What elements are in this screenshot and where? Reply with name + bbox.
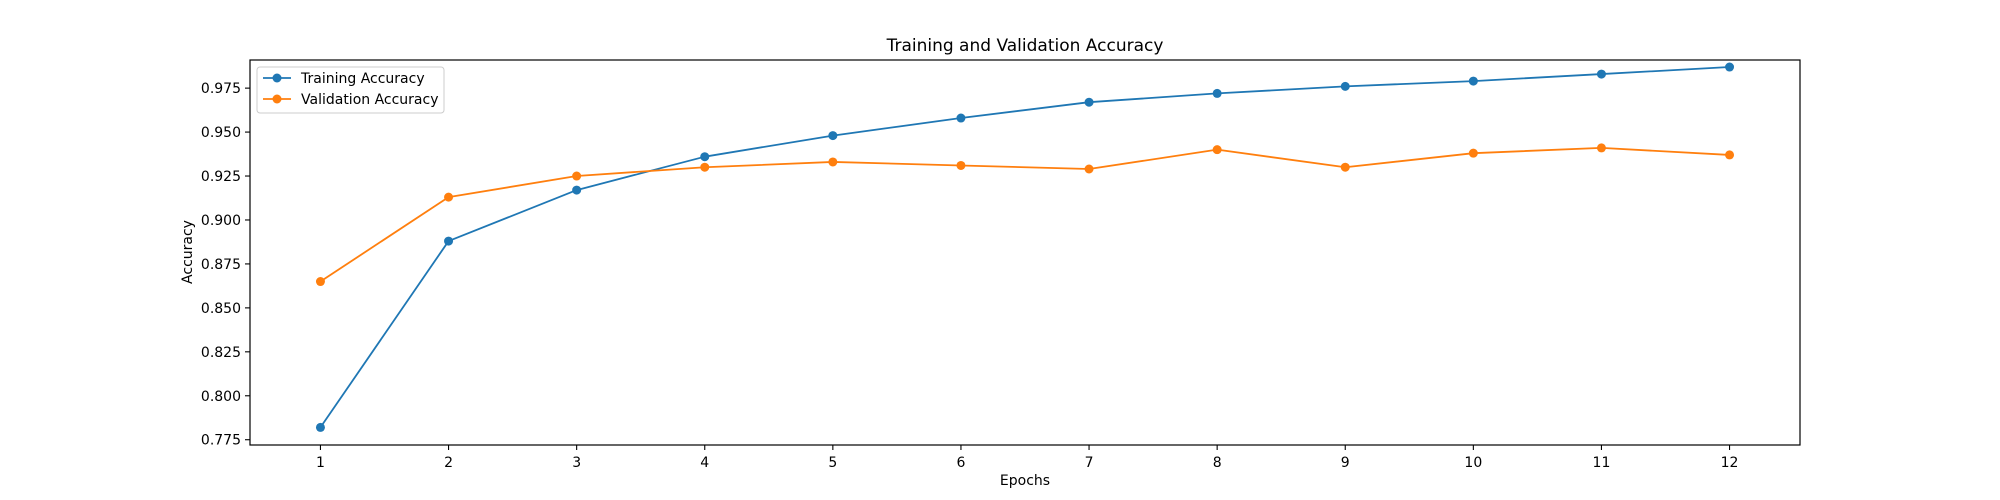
y-tick-label: 0.775 — [201, 433, 241, 449]
x-tick-label: 4 — [700, 455, 709, 471]
data-point — [1725, 150, 1735, 160]
y-tick-label: 0.800 — [201, 389, 241, 405]
y-tick-label: 0.975 — [201, 81, 241, 97]
y-tick-label: 0.900 — [201, 213, 241, 229]
data-point — [956, 160, 966, 170]
x-tick-label: 12 — [1721, 455, 1739, 471]
data-point — [572, 185, 582, 195]
data-point — [1084, 97, 1094, 107]
x-tick-label: 7 — [1085, 455, 1094, 471]
data-point — [1212, 145, 1222, 155]
data-point — [1340, 162, 1350, 172]
data-point — [956, 113, 966, 123]
data-point — [1340, 81, 1350, 91]
legend-label: Validation Accuracy — [301, 92, 439, 108]
data-point — [1084, 164, 1094, 174]
x-tick-label: 11 — [1593, 455, 1611, 471]
series-line — [319, 146, 1730, 283]
data-point — [828, 131, 838, 141]
legend-box — [256, 66, 445, 114]
series-line — [319, 66, 1730, 428]
legend: Training Accuracy Validation Accuracy — [256, 66, 445, 114]
data-point — [1725, 62, 1735, 72]
data-point — [1468, 76, 1478, 86]
data-point — [444, 192, 454, 202]
x-tick-label: 2 — [444, 455, 453, 471]
x-tick-label: 5 — [828, 455, 837, 471]
legend-swatch-marker — [272, 73, 282, 83]
data-point — [1596, 143, 1606, 153]
y-axis-label: Accuracy — [180, 220, 196, 284]
x-tick-label: 6 — [956, 455, 965, 471]
x-tick-label: 3 — [572, 455, 581, 471]
x-tick-label: 10 — [1464, 455, 1482, 471]
data-point — [1468, 148, 1478, 158]
legend-label: Training Accuracy — [300, 71, 425, 87]
data-point — [700, 162, 710, 172]
data-point — [572, 171, 582, 181]
data-point — [700, 152, 710, 162]
data-point — [1212, 88, 1222, 98]
series-0 — [315, 62, 1735, 432]
y-axis: 0.775 0.800 0.825 0.850 0.875 0.900 0.925 0.950… — [201, 81, 250, 449]
data-point — [828, 157, 838, 167]
axes-frame — [249, 59, 1801, 446]
legend-swatch-marker — [272, 94, 282, 104]
data-point — [1596, 69, 1606, 79]
chart-title: Training and Validation Accuracy — [886, 36, 1164, 56]
y-tick-label: 0.950 — [201, 125, 241, 141]
plot-area — [315, 62, 1735, 432]
y-tick-label: 0.850 — [201, 301, 241, 317]
data-point — [315, 277, 325, 287]
x-tick-label: 9 — [1341, 455, 1350, 471]
series-1 — [315, 143, 1735, 287]
x-axis-label: Epochs — [1000, 473, 1050, 489]
data-point — [315, 422, 325, 432]
x-axis: 1 2 3 4 5 6 7 8 9 10 11 12 — [316, 445, 1738, 471]
x-tick-label: 1 — [316, 455, 325, 471]
data-point — [444, 236, 454, 246]
y-tick-label: 0.925 — [201, 169, 241, 185]
y-tick-label: 0.825 — [201, 345, 241, 361]
x-tick-label: 8 — [1213, 455, 1222, 471]
y-tick-label: 0.875 — [201, 257, 241, 273]
